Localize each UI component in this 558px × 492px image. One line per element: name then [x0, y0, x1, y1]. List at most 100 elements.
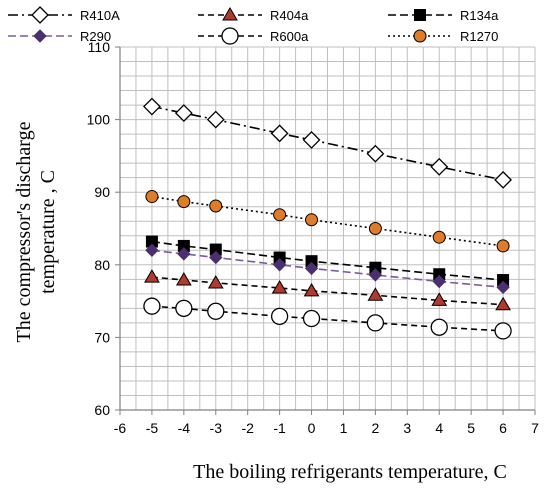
- series-line-r404a: [151, 276, 504, 306]
- y-tick-label: 60: [94, 402, 110, 418]
- data-point-r410a: [270, 124, 289, 143]
- data-point-r1270: [273, 208, 287, 222]
- legend-label-r404a: R404a: [270, 8, 309, 23]
- data-point-r290: [304, 261, 319, 276]
- data-point-r290: [145, 243, 159, 257]
- data-point-r1270: [368, 222, 382, 235]
- x-tick-label: -1: [273, 420, 286, 436]
- data-point-r410a: [174, 104, 193, 122]
- x-tick-label: -4: [178, 420, 191, 436]
- series-r290: [145, 243, 510, 295]
- legend-marker-r290: [33, 29, 47, 43]
- legend-marker-r410a: [31, 6, 49, 24]
- x-tick-label: 1: [340, 420, 348, 436]
- data-point-r404a: [207, 274, 224, 289]
- data-point-r600a: [270, 307, 289, 325]
- data-point-r600a: [143, 297, 161, 315]
- legend-label-r410a: R410A: [80, 8, 120, 23]
- data-point-r134a: [497, 274, 510, 287]
- y-axis-title-line-2: temperature , C: [37, 170, 59, 294]
- data-point-r600a: [430, 318, 448, 336]
- data-point-r290: [209, 250, 223, 265]
- legend-label-r290: R290: [80, 29, 111, 44]
- data-point-r290: [368, 268, 383, 282]
- y-tick-label: 100: [87, 112, 111, 128]
- tick-labels: 60 70 80 90 100 110 -6 -5 -4 -3 -2 -1 0 1 2 3 4 5 6 7: [87, 39, 539, 436]
- series-r1270: [145, 190, 510, 253]
- data-point-r290: [432, 274, 446, 289]
- data-point-r1270: [209, 199, 223, 213]
- legend-label-r1270: R1270: [460, 29, 498, 44]
- data-point-r1270: [177, 195, 191, 209]
- data-point-r1270: [496, 239, 510, 253]
- legend-label-r600a: R600a: [270, 29, 309, 44]
- data-point-r410a: [366, 144, 385, 163]
- legend-item-r410a: R410A: [8, 6, 120, 24]
- data-point-r404a: [303, 282, 320, 297]
- x-tick-label: 2: [371, 420, 379, 436]
- series-line-r600a: [151, 305, 504, 332]
- x-tick-label: -5: [146, 420, 159, 436]
- data-point-r410a: [143, 97, 161, 116]
- data-point-r290: [272, 258, 287, 272]
- legend-marker-r404a: [222, 7, 238, 21]
- data-point-r404a: [431, 292, 448, 306]
- legend-marker-r134a: [414, 9, 426, 21]
- data-point-r290: [177, 247, 191, 261]
- data-point-r600a: [366, 314, 385, 332]
- series-r404a: [144, 269, 511, 311]
- data-point-r600a: [302, 309, 321, 328]
- legend-marker-r600a: [221, 27, 239, 45]
- data-series: [143, 97, 512, 340]
- data-point-r404a: [175, 272, 192, 286]
- data-point-r410a: [206, 110, 225, 129]
- series-r134a: [145, 235, 510, 287]
- x-tick-label: 7: [531, 420, 539, 436]
- legend-marker-r1270: [413, 29, 427, 43]
- y-tick-label: 80: [94, 257, 110, 273]
- data-point-r134a: [209, 243, 222, 256]
- x-tick-label: 4: [435, 420, 443, 436]
- legend-item-r1270: R1270: [388, 29, 498, 44]
- data-point-r410a: [494, 170, 512, 189]
- grid-lines: [119, 46, 536, 411]
- y-tick-label: 70: [94, 329, 110, 345]
- y-axis-title: The compressor's discharge temperature ,…: [13, 121, 59, 342]
- data-point-r600a: [207, 302, 225, 320]
- x-axis-title: The boiling refrigerants temperature, C: [193, 461, 507, 483]
- data-point-r1270: [145, 190, 159, 204]
- data-point-r134a: [177, 239, 190, 252]
- y-tick-label: 110: [88, 39, 111, 55]
- data-point-r1270: [432, 230, 446, 244]
- x-tick-label: 5: [467, 420, 475, 436]
- data-point-r134a: [369, 261, 382, 274]
- y-axis-title-line-1: The compressor's discharge: [13, 121, 35, 342]
- x-tick-label: -3: [210, 420, 223, 436]
- legend-item-r600a: R600a: [198, 27, 309, 45]
- data-point-r600a: [175, 299, 193, 318]
- data-point-r404a: [144, 269, 160, 283]
- data-point-r600a: [494, 322, 512, 340]
- series-r410a: [143, 97, 512, 189]
- data-point-r410a: [430, 157, 449, 176]
- legend-label-r134a: R134a: [460, 8, 499, 23]
- x-tick-label: 3: [403, 420, 411, 436]
- axes: [115, 46, 536, 415]
- data-point-r1270: [305, 213, 319, 227]
- data-point-r134a: [433, 268, 446, 281]
- legend-item-r290: R290: [8, 29, 111, 44]
- data-point-r404a: [271, 280, 288, 294]
- legend-item-r134a: R134a: [388, 8, 499, 23]
- x-tick-label: -2: [241, 420, 254, 436]
- data-point-r404a: [367, 287, 384, 301]
- data-point-r410a: [302, 131, 321, 149]
- series-line-r1270: [151, 195, 504, 247]
- data-point-r134a: [273, 251, 286, 264]
- data-point-r134a: [145, 235, 158, 248]
- legend: R410A R404a R134a R290 R600a R1270: [8, 6, 499, 45]
- legend-item-r404a: R404a: [198, 7, 309, 23]
- data-point-r404a: [495, 296, 511, 311]
- x-tick-label: -6: [114, 420, 127, 436]
- data-point-r290: [496, 280, 510, 295]
